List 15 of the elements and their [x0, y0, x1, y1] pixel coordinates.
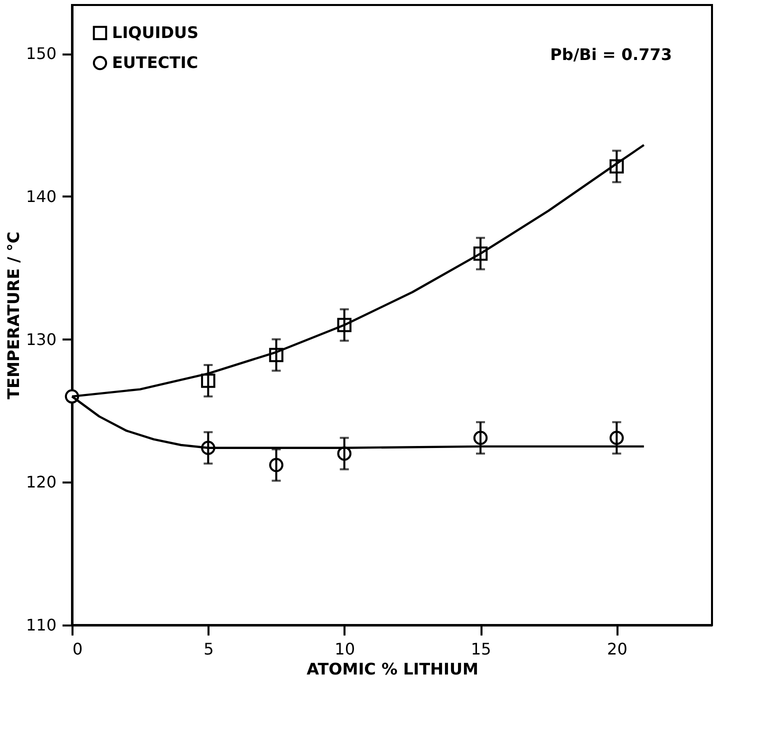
x-tick-label: 20: [607, 640, 628, 658]
legend-label: EUTECTIC: [112, 53, 198, 72]
y-tick-label: 140: [26, 186, 56, 206]
legend-label: LIQUIDUS: [112, 23, 198, 42]
x-tick-label: 10: [334, 640, 356, 658]
y-tick-label: 120: [26, 472, 56, 492]
x-axis-title: ATOMIC % LITHIUM: [306, 660, 478, 678]
x-tick-label: 0: [72, 640, 83, 658]
x-tick-label: 5: [204, 640, 214, 658]
y-tick-label: 110: [26, 616, 56, 634]
y-tick-label: 150: [26, 44, 56, 64]
annotation: Pb/Bi = 0.773: [550, 45, 672, 64]
x-tick-label: 15: [470, 640, 492, 658]
y-tick-label: 130: [26, 330, 56, 349]
y-axis-title: TEMPERATURE / °C: [4, 232, 23, 400]
